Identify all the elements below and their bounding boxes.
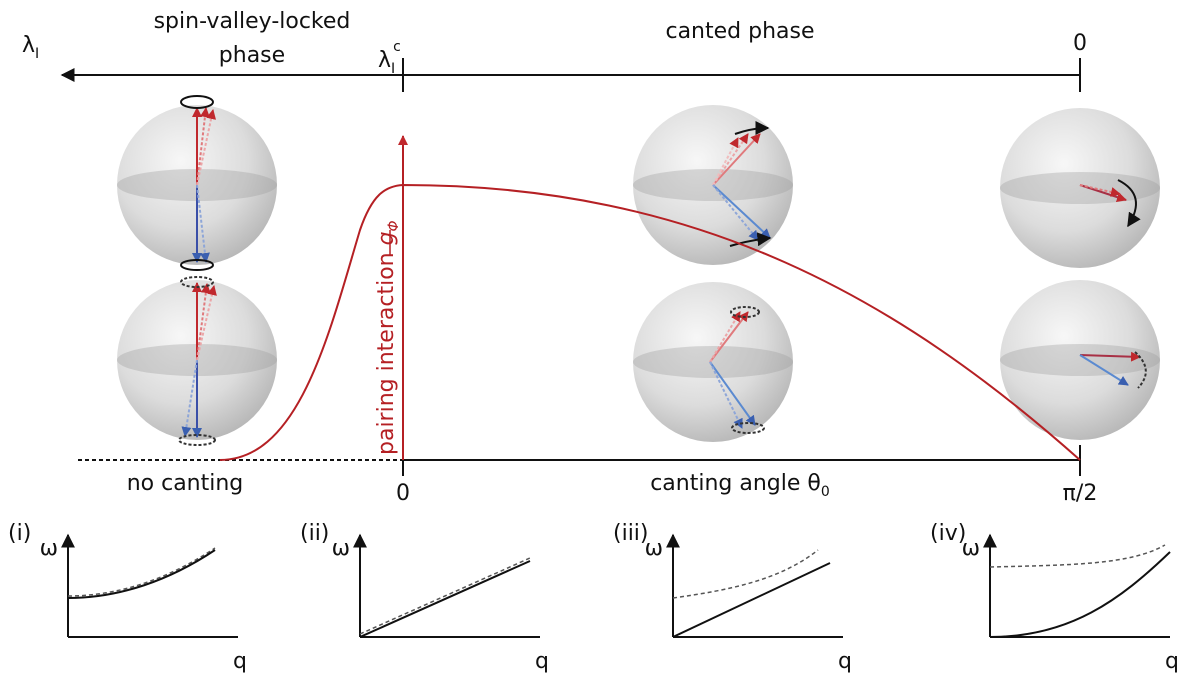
phase-label: spin-valley-locked (154, 9, 351, 34)
lambda-critical: λIc (378, 39, 401, 77)
dashed-mode (990, 545, 1165, 567)
q-label: q (233, 649, 247, 674)
page: λI λIc 0 spin-valley-locked phase canted… (0, 0, 1187, 675)
q-label: q (838, 649, 852, 674)
q-label: q (1165, 649, 1179, 674)
axis-label: canting angle θ0 (650, 471, 830, 500)
bottom-end: π/2 (1063, 481, 1098, 506)
dashed-mode (673, 550, 818, 598)
no-canting: no canting (127, 471, 244, 496)
dispersion-panels: (i)ωq(ii)ωq(iii)ωq(iv)ωq (8, 521, 1179, 674)
spheres (117, 105, 1160, 442)
lambda-label: λI (22, 33, 39, 62)
dashed-mode (68, 548, 215, 596)
panel-label: (i) (8, 521, 31, 546)
dashed-mode (360, 558, 530, 634)
omega-label: ω (332, 536, 350, 561)
phase-label: canted phase (665, 19, 814, 44)
solid-mode (360, 561, 530, 637)
top-zero: 0 (1073, 31, 1087, 56)
solid-mode (68, 550, 215, 598)
solid-mode (990, 552, 1170, 637)
omega-label: ω (645, 536, 663, 561)
diagram: λI λIc 0 spin-valley-locked phase canted… (0, 0, 1187, 675)
q-label: q (535, 649, 549, 674)
curve-label: pairing interaction gΦ (374, 220, 402, 455)
phase-label: phase (219, 43, 285, 68)
panel-label: (iii) (613, 521, 649, 546)
panel-label: (ii) (300, 521, 329, 546)
bottom-zero: 0 (396, 481, 410, 506)
solid-mode (673, 563, 830, 637)
omega-label: ω (40, 536, 58, 561)
omega-label: ω (962, 536, 980, 561)
